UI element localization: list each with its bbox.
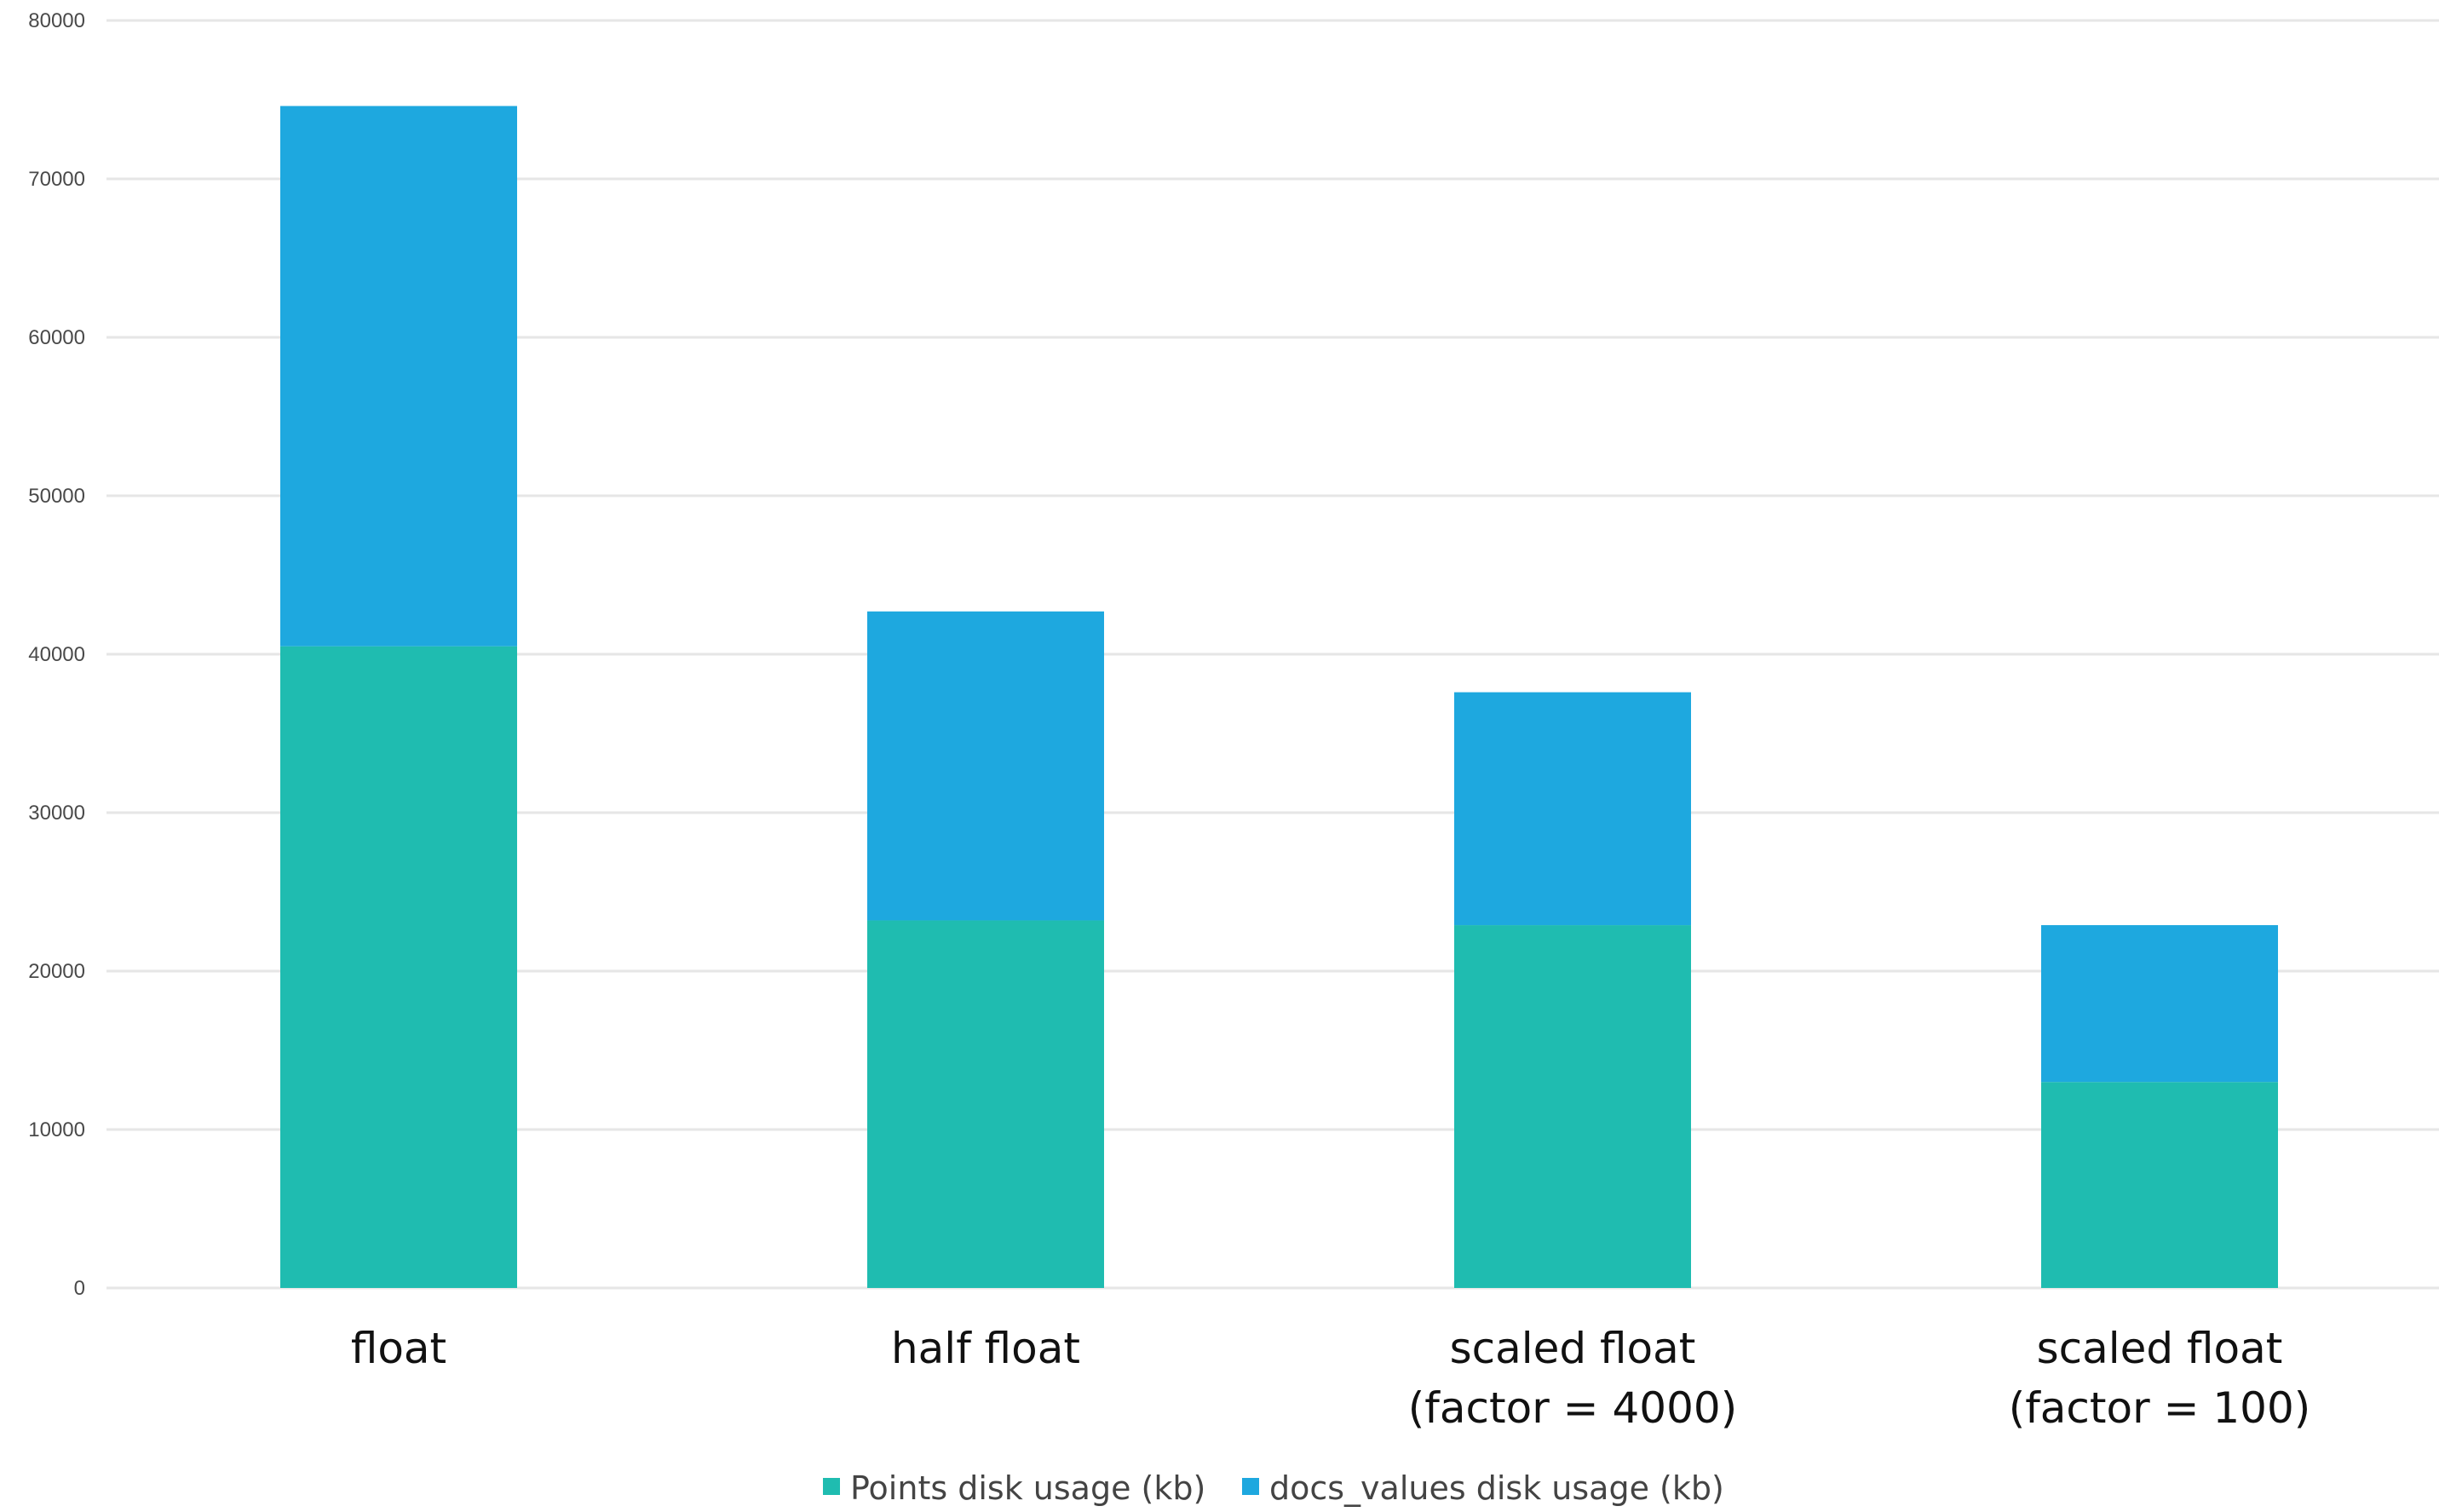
bar-segment-docs-values-2 [1454, 692, 1691, 926]
legend-item-points: Points disk usage (kb) [823, 1469, 1205, 1507]
x-category-label: half float [891, 1324, 1080, 1373]
bar-segment-points-1 [867, 920, 1104, 1288]
y-tick-label: 80000 [28, 9, 85, 32]
legend-item-docs-values: docs_values disk usage (kb) [1242, 1469, 1724, 1507]
y-tick-label: 40000 [28, 643, 85, 666]
legend-swatch [1242, 1478, 1259, 1495]
y-tick-label: 30000 [28, 802, 85, 825]
x-category-label: scaled float [2037, 1324, 2283, 1373]
legend-swatch [823, 1478, 840, 1495]
y-tick-label: 50000 [28, 485, 85, 508]
x-category-label: (factor = 4000) [1408, 1383, 1737, 1433]
x-category-label: scaled float [1450, 1324, 1696, 1373]
y-axis-tick-labels: 0 10000 20000 30000 40000 50000 60000 70000 8000… [28, 9, 85, 1300]
x-axis-category-labels: float half float scaled float (factor = 400… [351, 1324, 2310, 1433]
y-tick-label: 60000 [28, 326, 85, 349]
x-category-label: (factor = 100) [2009, 1383, 2311, 1433]
legend-label: docs_values disk usage (kb) [1269, 1469, 1724, 1507]
bar-segment-points-2 [1454, 925, 1691, 1288]
bar-segment-docs-values-0 [280, 106, 517, 647]
y-tick-label: 20000 [28, 960, 85, 983]
bar-segment-points-3 [2041, 1082, 2278, 1288]
bar-segment-docs-values-1 [867, 611, 1104, 921]
y-tick-label: 10000 [28, 1118, 85, 1141]
y-tick-label: 70000 [28, 168, 85, 191]
legend-label: Points disk usage (kb) [850, 1469, 1205, 1507]
x-category-label: float [351, 1324, 446, 1373]
y-tick-label: 0 [74, 1277, 85, 1300]
legend: Points disk usage (kb) docs_values disk u… [823, 1469, 1724, 1507]
bar-segment-points-0 [280, 646, 517, 1288]
bars [280, 106, 2278, 1288]
bar-segment-docs-values-3 [2041, 925, 2278, 1083]
